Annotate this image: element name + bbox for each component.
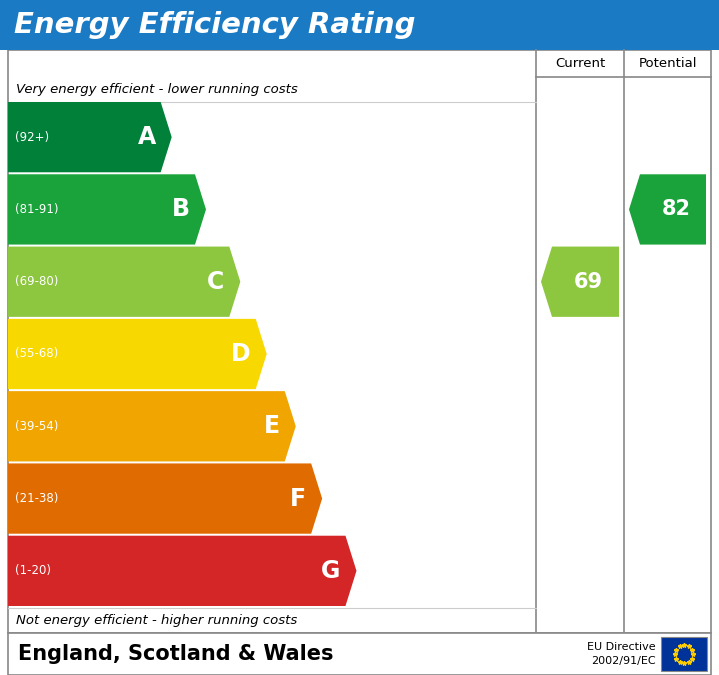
Text: (69-80): (69-80) <box>15 275 58 288</box>
Text: (92+): (92+) <box>15 131 49 144</box>
Text: Very energy efficient - lower running costs: Very energy efficient - lower running co… <box>16 83 298 96</box>
Text: (1-20): (1-20) <box>15 564 51 577</box>
Polygon shape <box>8 102 172 172</box>
Text: Current: Current <box>555 57 605 70</box>
Text: 2002/91/EC: 2002/91/EC <box>591 656 656 666</box>
Text: Energy Efficiency Rating: Energy Efficiency Rating <box>14 11 416 39</box>
Text: C: C <box>207 270 224 294</box>
Text: Potential: Potential <box>638 57 697 70</box>
Text: D: D <box>231 342 251 366</box>
Polygon shape <box>8 246 240 317</box>
Text: G: G <box>321 559 341 583</box>
Text: F: F <box>290 487 306 510</box>
Text: E: E <box>264 414 280 438</box>
Text: (55-68): (55-68) <box>15 348 58 360</box>
Text: Not energy efficient - higher running costs: Not energy efficient - higher running co… <box>16 614 297 627</box>
Polygon shape <box>8 464 322 534</box>
Text: (81-91): (81-91) <box>15 203 58 216</box>
Polygon shape <box>8 391 296 462</box>
Text: 69: 69 <box>574 272 603 292</box>
Text: A: A <box>137 125 156 149</box>
Bar <box>8 50 711 633</box>
Polygon shape <box>629 174 706 244</box>
Polygon shape <box>541 246 619 317</box>
Text: (21-38): (21-38) <box>15 492 58 505</box>
Bar <box>661 637 707 671</box>
Text: EU Directive: EU Directive <box>587 642 656 652</box>
Bar <box>8 633 711 675</box>
Polygon shape <box>8 319 267 389</box>
Polygon shape <box>8 536 357 606</box>
Text: 82: 82 <box>661 199 690 219</box>
Text: England, Scotland & Wales: England, Scotland & Wales <box>18 644 334 664</box>
Text: B: B <box>172 197 190 221</box>
Text: (39-54): (39-54) <box>15 420 58 433</box>
Polygon shape <box>8 174 206 244</box>
Bar <box>0 0 719 50</box>
